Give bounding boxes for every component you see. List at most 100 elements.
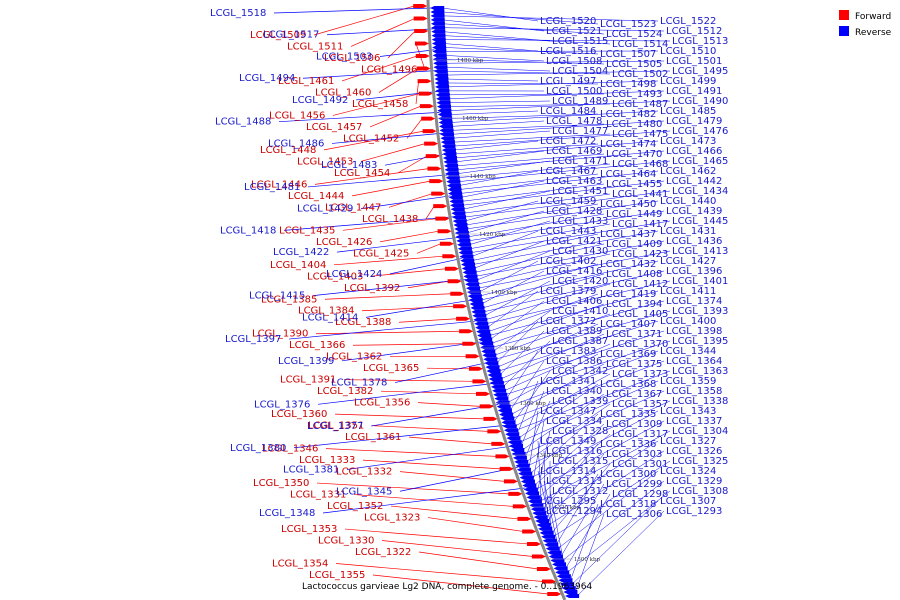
gene-label-forward: LCGL_1448 bbox=[260, 145, 316, 156]
leader-line bbox=[488, 293, 599, 332]
gene-label-forward: LCGL_1366 bbox=[289, 340, 345, 351]
legend-reverse-swatch bbox=[839, 26, 849, 36]
leader-line bbox=[544, 440, 659, 514]
gene-arrow-forward bbox=[419, 104, 434, 109]
leader-line bbox=[464, 190, 671, 218]
leader-line bbox=[567, 490, 671, 573]
gene-label-reverse: LCGL_1342 bbox=[552, 366, 608, 377]
gene-label-reverse: LCGL_1328 bbox=[552, 426, 608, 437]
leader-line bbox=[486, 280, 671, 324]
leader-line bbox=[576, 510, 665, 597]
gene-label-reverse: LCGL_1299 bbox=[606, 479, 662, 490]
gene-label-reverse: LCGL_1309 bbox=[606, 419, 662, 430]
leader-line bbox=[526, 403, 611, 463]
gene-arrow-reverse bbox=[430, 9, 445, 14]
gene-arrow-reverse bbox=[454, 226, 469, 231]
tick-label: 1300 kbp bbox=[574, 557, 601, 563]
gene-label-reverse: LCGL_1381 bbox=[283, 465, 339, 476]
leader-line bbox=[442, 7, 539, 22]
gene-label-forward: LCGL_1496 bbox=[361, 64, 417, 75]
gene-label-forward: LCGL_1390 bbox=[252, 329, 308, 340]
gene-arrow-reverse bbox=[475, 325, 490, 330]
gene-label-reverse: LCGL_1472 bbox=[540, 136, 596, 147]
gene-arrow-reverse bbox=[503, 428, 518, 433]
leader-line bbox=[497, 323, 599, 368]
gene-label-reverse: LCGL_1502 bbox=[612, 69, 668, 80]
gene-arrow-reverse bbox=[544, 542, 559, 547]
leader-line bbox=[472, 233, 599, 261]
leader-line bbox=[518, 383, 599, 439]
gene-label-reverse: LCGL_1293 bbox=[666, 506, 722, 517]
gene-label-reverse: LCGL_1318 bbox=[600, 499, 656, 510]
gene-arrow-reverse bbox=[541, 534, 556, 539]
gene-arrow-reverse bbox=[437, 112, 452, 117]
gene-arrow-reverse bbox=[436, 100, 451, 105]
gene-label-forward: LCGL_1444 bbox=[288, 191, 344, 202]
gene-label-reverse: LCGL_1377 bbox=[307, 421, 363, 432]
gene-label-forward: LCGL_1322 bbox=[355, 547, 411, 558]
gene-arrow-reverse bbox=[481, 349, 496, 354]
gene-label-forward: LCGL_1425 bbox=[353, 248, 409, 259]
gene-label-reverse: LCGL_1482 bbox=[600, 109, 656, 120]
leader-line bbox=[324, 293, 452, 300]
gene-label-reverse: LCGL_1369 bbox=[600, 349, 656, 360]
gene-arrow-reverse bbox=[448, 191, 463, 196]
gene-arrow-reverse bbox=[447, 187, 462, 192]
gene-arrow-reverse bbox=[452, 215, 467, 220]
gene-arrow-reverse bbox=[563, 590, 578, 595]
gene-label-reverse: LCGL_1316 bbox=[546, 446, 602, 457]
gene-label-reverse: LCGL_1512 bbox=[666, 26, 722, 37]
gene-arrow-reverse bbox=[436, 96, 451, 101]
leader-line bbox=[452, 130, 551, 139]
leader-line bbox=[307, 174, 448, 188]
leader-line bbox=[446, 70, 671, 76]
gene-arrow-reverse bbox=[432, 49, 447, 54]
leader-line bbox=[542, 443, 599, 510]
gene-arrow-reverse bbox=[463, 274, 478, 279]
leader-line bbox=[484, 280, 551, 317]
gene-label-reverse: LCGL_1314 bbox=[540, 466, 596, 477]
leader-line bbox=[483, 270, 665, 313]
leader-line bbox=[553, 460, 671, 538]
gene-arrow-reverse bbox=[472, 313, 487, 318]
gene-label-reverse: LCGL_1395 bbox=[672, 336, 728, 347]
gene-label-reverse: LCGL_1484 bbox=[540, 106, 596, 117]
gene-arrow-reverse bbox=[505, 432, 520, 437]
gene-arrow-reverse bbox=[483, 357, 498, 362]
leader-line bbox=[371, 425, 489, 432]
leader-line bbox=[469, 223, 611, 249]
gene-label-reverse: LCGL_1399 bbox=[278, 356, 334, 367]
gene-label-reverse: LCGL_1432 bbox=[600, 259, 656, 270]
leader-line bbox=[463, 193, 611, 214]
leader-line bbox=[444, 59, 605, 65]
gene-label-reverse: LCGL_1487 bbox=[612, 99, 668, 110]
leader-line bbox=[416, 243, 442, 254]
gene-label-forward: LCGL_1330 bbox=[318, 536, 374, 547]
gene-arrow-reverse bbox=[493, 392, 508, 397]
leader-line bbox=[493, 310, 551, 352]
gene-label-reverse: LCGL_1501 bbox=[666, 56, 722, 67]
gene-label-reverse: LCGL_1507 bbox=[600, 49, 656, 60]
gene-label-reverse: LCGL_1490 bbox=[672, 96, 728, 107]
gene-label-reverse: LCGL_1358 bbox=[666, 386, 722, 397]
gene-label-forward: LCGL_1332 bbox=[336, 467, 392, 478]
leader-line bbox=[456, 153, 605, 167]
gene-label-reverse: LCGL_1485 bbox=[660, 106, 716, 117]
gene-arrow-reverse bbox=[431, 41, 446, 46]
leader-line bbox=[509, 360, 545, 411]
leader-line bbox=[548, 450, 665, 526]
gene-arrow-reverse bbox=[465, 282, 480, 287]
gene-label-reverse: LCGL_1521 bbox=[546, 26, 602, 37]
tick-label: 1460 kbp bbox=[462, 116, 489, 122]
gene-label-reverse: LCGL_1504 bbox=[552, 66, 608, 77]
leader-line bbox=[451, 123, 605, 131]
gene-label-reverse: LCGL_1474 bbox=[600, 139, 656, 150]
gene-label-reverse: LCGL_1440 bbox=[660, 196, 716, 207]
leader-line bbox=[415, 81, 419, 104]
leader-line bbox=[445, 70, 611, 75]
leader-line bbox=[471, 230, 539, 257]
gene-arrow-reverse bbox=[440, 136, 455, 141]
leader-line bbox=[490, 300, 545, 340]
gene-label-forward: LCGL_1435 bbox=[279, 225, 335, 236]
